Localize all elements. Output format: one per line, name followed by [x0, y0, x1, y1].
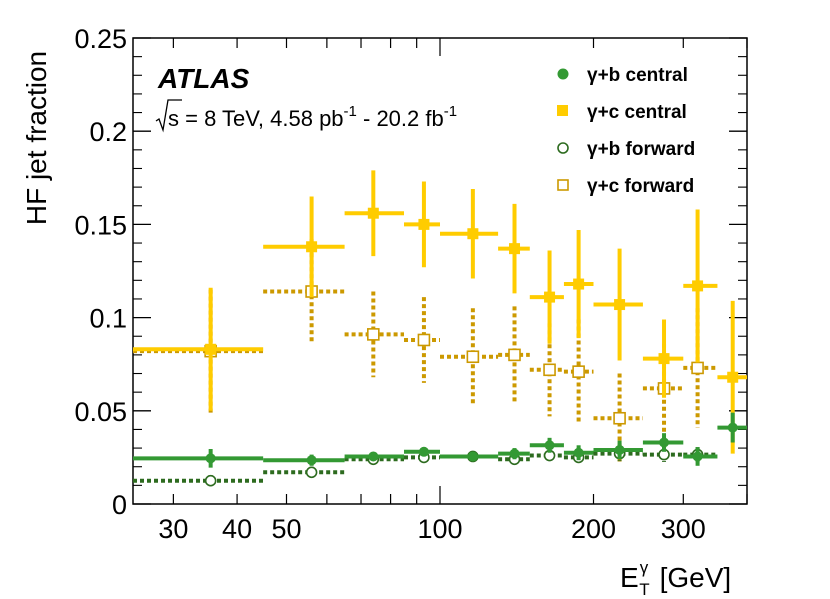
data-point [367, 328, 380, 341]
y-axis-title: HF jet fraction [21, 51, 52, 225]
x-tick-label: 100 [417, 514, 462, 544]
x-axis-unit: [GeV] [660, 562, 732, 593]
svg-text:s = 8 TeV, 4.58 pb-1 - 20.2 fb: s = 8 TeV, 4.58 pb-1 - 20.2 fb-1 [168, 103, 457, 131]
data-point [692, 451, 703, 462]
data-point [509, 448, 520, 459]
data-point [418, 446, 429, 457]
data-point [205, 343, 217, 355]
y-tick-label: 0.1 [89, 304, 127, 334]
data-point [544, 291, 556, 303]
data-point [417, 333, 431, 347]
data-point [467, 228, 479, 240]
data-point [727, 422, 738, 433]
x-tick-label: 30 [158, 514, 188, 544]
legend: γ+b central γ+c central γ+b forward γ+c … [557, 65, 695, 197]
data-point [204, 474, 217, 487]
data-point [509, 243, 521, 255]
data-point [544, 440, 555, 451]
legend-marker-c-central [557, 105, 568, 116]
x-axis-title: Eγ T [GeV] [620, 558, 731, 599]
data-point [367, 207, 379, 219]
legend-label-c-forward: γ+c forward [587, 176, 694, 197]
data-point [368, 451, 379, 462]
lumi-separator: - 20.2 fb [357, 106, 444, 131]
data-series [133, 170, 747, 487]
energy-text: = 8 TeV, 4.58 pb [179, 106, 344, 131]
data-point [418, 218, 430, 230]
data-point [573, 447, 584, 458]
data-point [205, 453, 216, 464]
x-axis-superscript: γ [640, 558, 649, 577]
data-point [691, 361, 704, 375]
series--c-central [133, 170, 747, 454]
x-tick-label: 40 [222, 514, 252, 544]
tick-labels: 0 0.05 0.1 0.15 0.2 0.25 30 40 50 100 200 300 [74, 24, 705, 544]
series--b-central [133, 412, 747, 468]
x-tick-label: 300 [661, 514, 706, 544]
legend-label-b-central: γ+b central [587, 65, 688, 86]
data-point [613, 411, 626, 425]
x-axis-subscript: T [639, 580, 649, 599]
legend-label-c-central: γ+c central [587, 102, 687, 123]
data-point [692, 280, 704, 292]
data-point [508, 348, 521, 362]
x-tick-label: 200 [571, 514, 616, 544]
data-point [614, 299, 626, 311]
legend-marker-c-forward [557, 179, 569, 191]
data-point [572, 365, 585, 378]
data-point [543, 363, 556, 377]
data-point [658, 353, 670, 365]
y-tick-label: 0.15 [74, 210, 127, 240]
data-point [466, 350, 480, 364]
y-tick-label: 0.2 [89, 117, 127, 147]
y-tick-label: 0.25 [74, 24, 127, 54]
y-tick-label: 0.05 [74, 397, 127, 427]
data-point [727, 371, 739, 383]
sqrt-icon [155, 99, 182, 133]
x-axis-symbol: E [620, 562, 639, 593]
y-tick-label: 0 [112, 490, 127, 520]
atlas-label: ATLAS [157, 63, 250, 94]
data-point [573, 278, 585, 290]
legend-marker-b-forward [557, 142, 569, 154]
data-point [306, 455, 317, 466]
legend-marker-b-central [557, 68, 569, 80]
sqrt-s-text: s [168, 106, 179, 131]
data-point [305, 466, 318, 479]
lumi-exp-2: -1 [444, 103, 457, 120]
x-tick-label: 50 [271, 514, 301, 544]
legend-label-b-forward: γ+b forward [587, 139, 695, 160]
data-point [614, 444, 625, 455]
data-point [467, 451, 478, 462]
energy-annotation: s = 8 TeV, 4.58 pb-1 - 20.2 fb-1 [155, 99, 457, 133]
lumi-exp-1: -1 [344, 103, 357, 120]
data-point [659, 437, 670, 448]
data-point [306, 241, 318, 253]
